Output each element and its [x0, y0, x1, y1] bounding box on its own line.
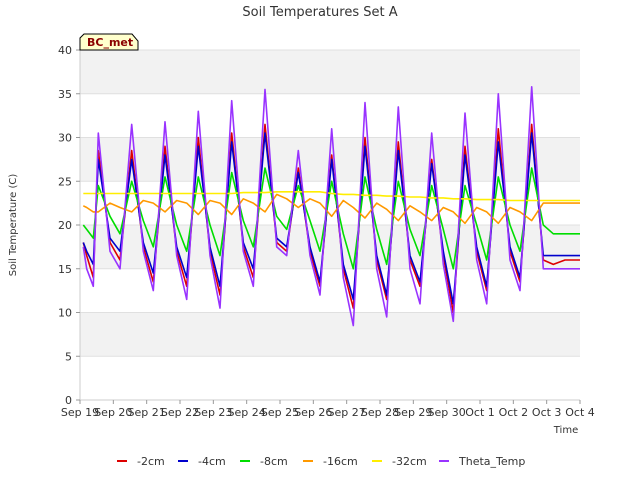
legend-label: Theta_Temp	[458, 455, 525, 468]
y-axis-label: Soil Temperature (C)	[8, 174, 19, 277]
x-tick-label: Oct 1	[465, 406, 495, 419]
x-tick-label: Sep 24	[228, 406, 266, 419]
grid-band	[80, 312, 580, 357]
legend-label: -16cm	[323, 455, 358, 468]
y-tick-label: 0	[65, 394, 72, 407]
x-tick-label: Sep 27	[328, 406, 366, 419]
legend-label: -8cm	[260, 455, 288, 468]
y-tick-label: 25	[58, 175, 72, 188]
series-layer	[82, 86, 580, 327]
x-tick-label: Sep 30	[428, 406, 466, 419]
legend-label: -32cm	[392, 455, 427, 468]
x-tick-label: Sep 22	[161, 406, 199, 419]
x-tick-label: Oct 4	[565, 406, 595, 419]
badge-text: BC_met	[87, 36, 133, 49]
x-tick-label: Sep 23	[194, 406, 232, 419]
legend: -2cm -4cm -8cm -16cm -32cm Theta_Temp	[117, 455, 525, 468]
x-tick-label: Sep 19	[61, 406, 99, 419]
x-tick-label: Sep 29	[394, 406, 432, 419]
y-tick-label: 10	[58, 307, 72, 320]
x-tick-label: Sep 25	[261, 406, 299, 419]
series-line-32cm	[83, 191, 580, 202]
x-tick-label: Sep 28	[361, 406, 399, 419]
station-badge: BC_met	[79, 33, 139, 51]
grid-band	[80, 50, 580, 94]
y-tick-label: 35	[58, 88, 72, 101]
chart-title: Soil Temperatures Set A	[242, 5, 397, 20]
y-tick-label: 5	[65, 350, 72, 363]
x-tick-label: Oct 3	[532, 406, 562, 419]
x-tick-label: Sep 26	[294, 406, 332, 419]
x-axis-label: Time	[553, 425, 578, 436]
grid-band	[80, 225, 580, 269]
legend-label: -2cm	[137, 455, 165, 468]
x-tick-label: Oct 2	[499, 406, 529, 419]
y-tick-label: 40	[58, 44, 72, 57]
legend-label: -4cm	[198, 455, 226, 468]
x-tick-label: Sep 20	[94, 406, 132, 419]
y-tick-labels: 0 5 10 15 20 25 30 35 40	[58, 44, 80, 407]
series-line-theta-temp	[82, 86, 580, 327]
y-tick-label: 15	[58, 263, 72, 276]
y-tick-label: 20	[58, 219, 72, 232]
badge-shape	[79, 33, 139, 51]
y-tick-label: 30	[58, 132, 72, 145]
x-tick-label: Sep 21	[128, 406, 166, 419]
